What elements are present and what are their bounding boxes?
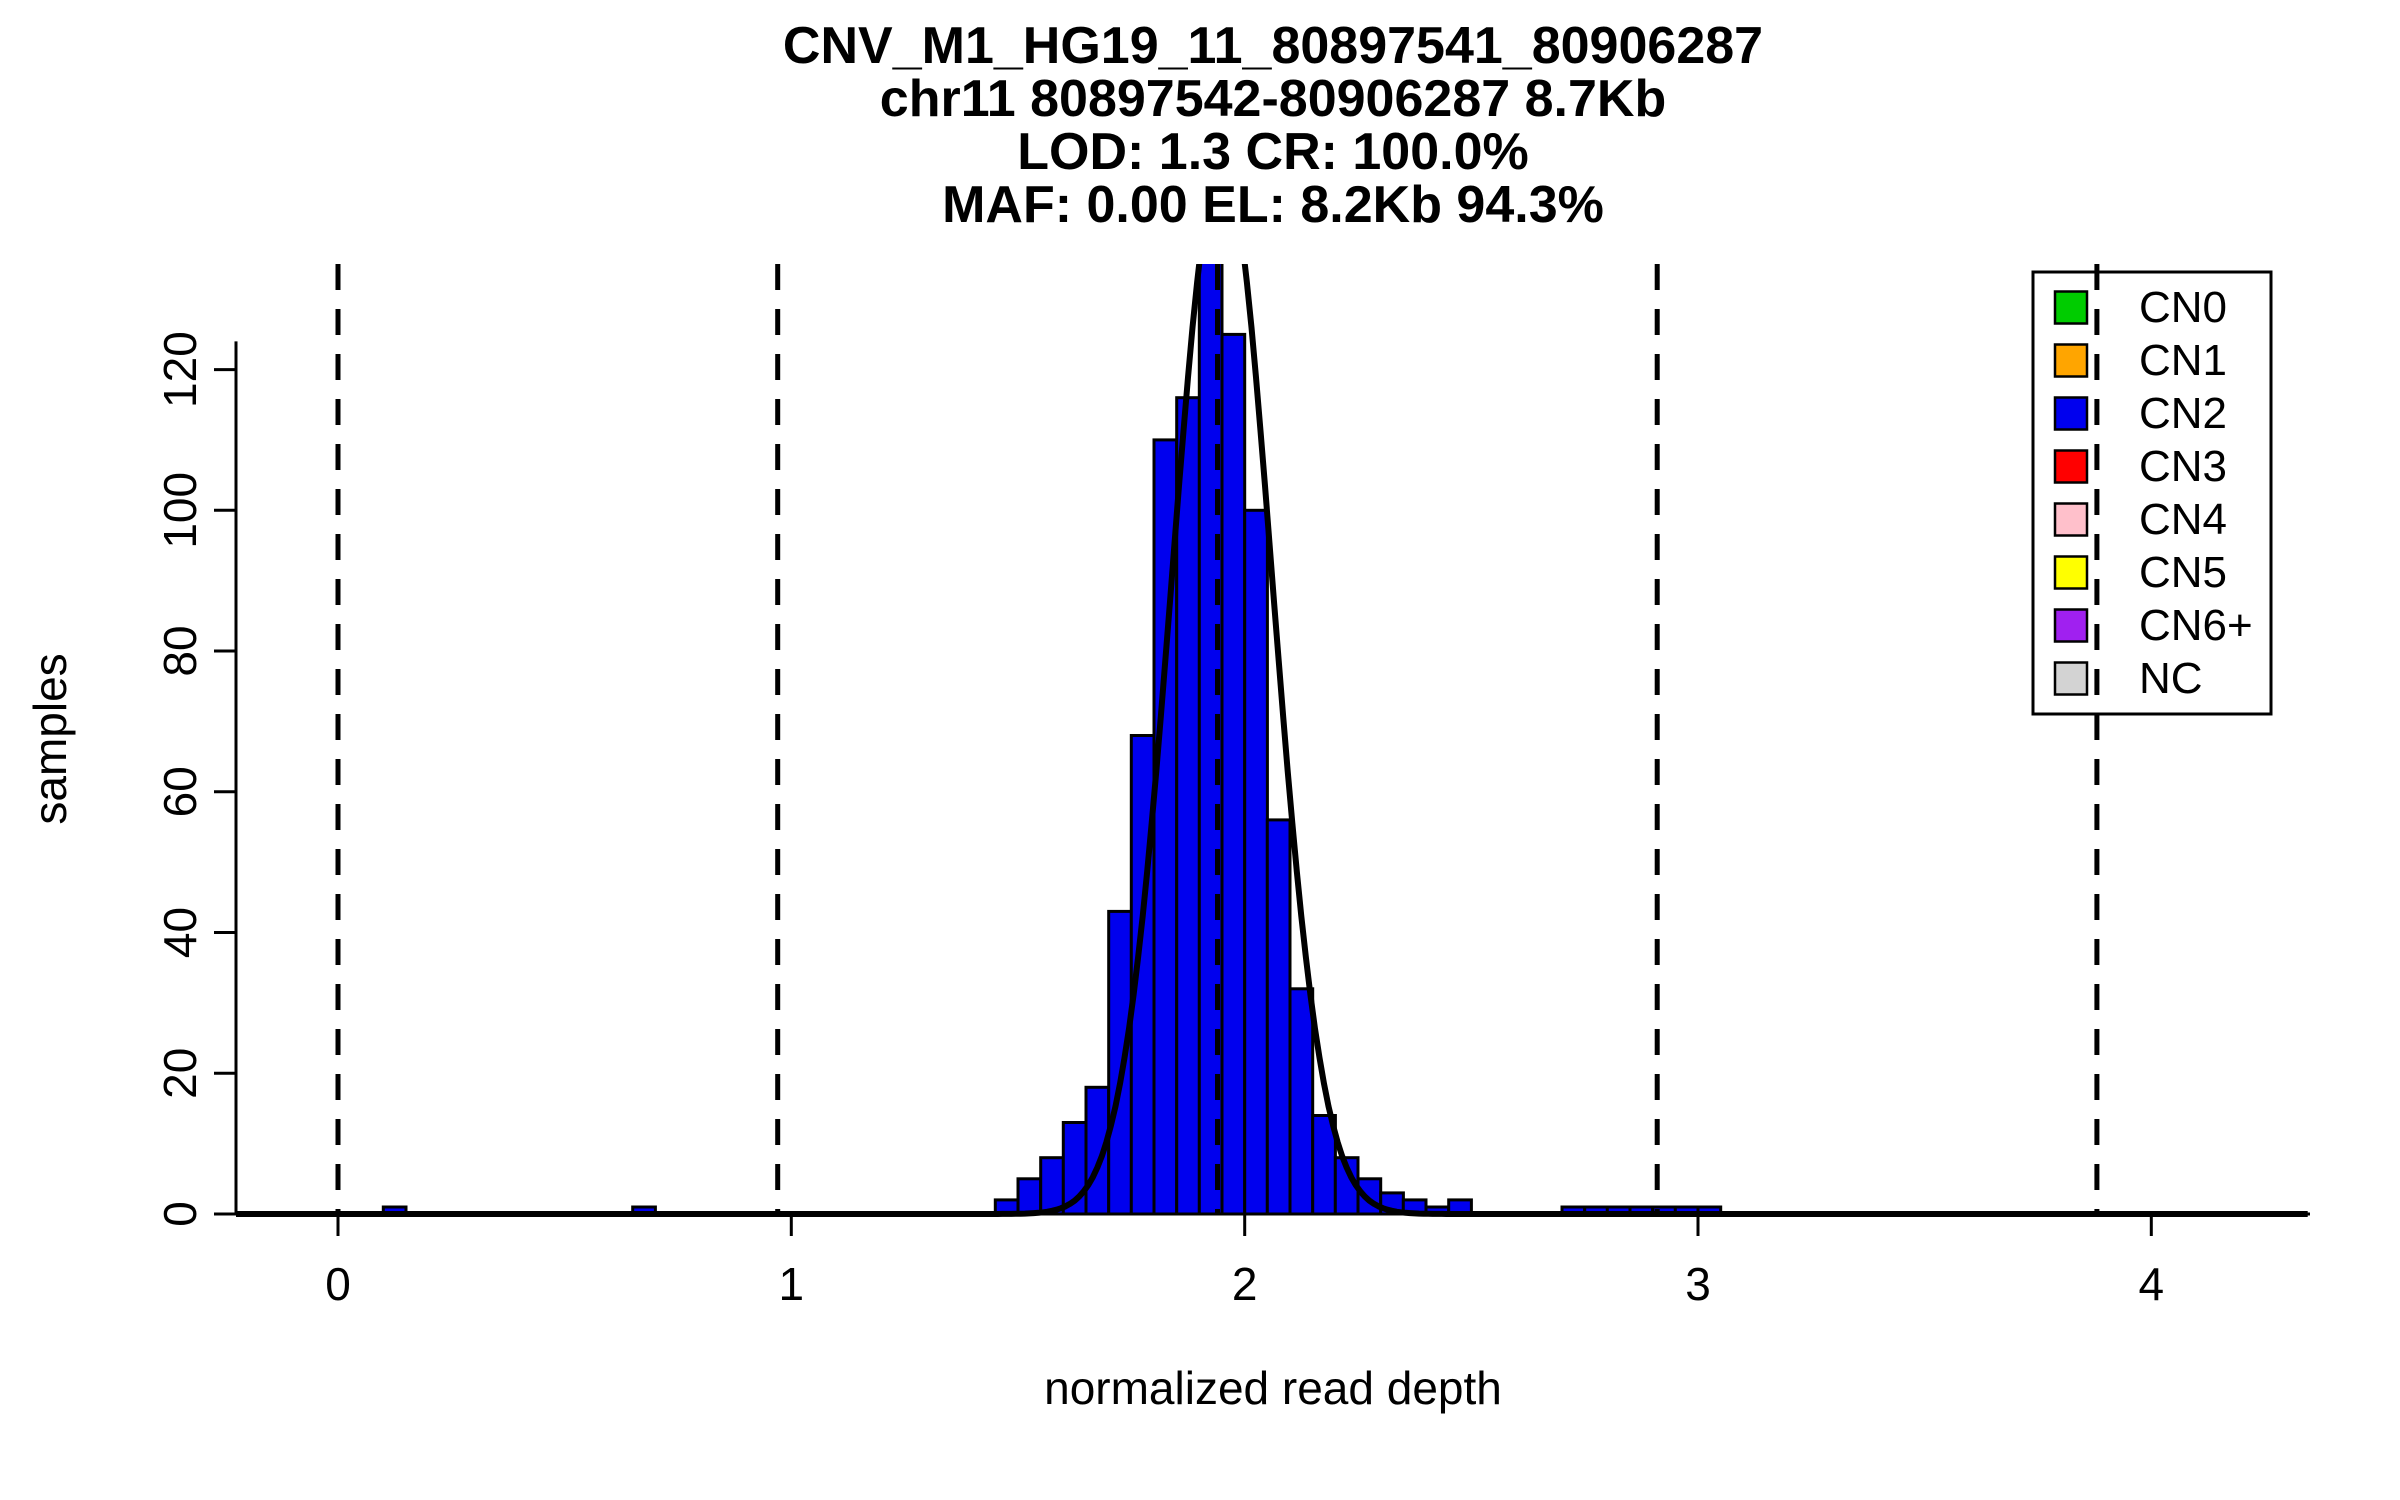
histogram-bar bbox=[1016, 1177, 1043, 1216]
histogram-bar bbox=[1175, 396, 1201, 1216]
legend-label-NC: NC bbox=[2139, 654, 2203, 703]
histogram-bar bbox=[1288, 987, 1315, 1216]
y-tick-label: 20 bbox=[154, 1048, 206, 1099]
legend-label-CN4: CN4 bbox=[2139, 495, 2227, 544]
x-axis-label: normalized read depth bbox=[1044, 1362, 1502, 1414]
legend-swatch-CN1 bbox=[2053, 343, 2089, 378]
x-tick-label: 1 bbox=[779, 1258, 805, 1310]
x-tick-label: 0 bbox=[325, 1258, 351, 1310]
legend-label-CN0: CN0 bbox=[2139, 283, 2227, 332]
y-axis-label: samples bbox=[24, 653, 76, 824]
figure-titles: CNV_M1_HG19_11_80897541_80906287 chr11 8… bbox=[236, 20, 2310, 232]
histogram-bar bbox=[1220, 332, 1247, 1216]
y-tick-label: 60 bbox=[154, 766, 206, 817]
legend-swatch-CN4 bbox=[2053, 502, 2089, 537]
y-tick-label: 120 bbox=[154, 331, 206, 408]
legend-label-CN2: CN2 bbox=[2139, 389, 2227, 438]
y-tick-label: 0 bbox=[154, 1201, 206, 1227]
x-tick-label: 4 bbox=[2139, 1258, 2165, 1310]
histogram-bar bbox=[1243, 508, 1269, 1216]
y-tick-label: 80 bbox=[154, 625, 206, 676]
legend-swatch-CN6+ bbox=[2053, 608, 2089, 643]
x-tick-label: 2 bbox=[1232, 1258, 1258, 1310]
y-tick-label: 40 bbox=[154, 907, 206, 958]
y-tick-label: 100 bbox=[154, 472, 206, 549]
legend-swatch-NC bbox=[2053, 661, 2089, 696]
legend-swatch-CN5 bbox=[2053, 555, 2089, 590]
plot-title-line-4: MAF: 0.00 EL: 8.2Kb 94.3% bbox=[942, 176, 1604, 234]
histogram-bars bbox=[381, 264, 1723, 1216]
legend-swatch-CN0 bbox=[2053, 290, 2089, 325]
legend-box bbox=[2031, 270, 2273, 716]
legend-label-CN6+: CN6+ bbox=[2139, 601, 2253, 650]
histogram-bar bbox=[1265, 818, 1292, 1216]
x-tick-label: 3 bbox=[1685, 1258, 1711, 1310]
plot-title-line-3: LOD: 1.3 CR: 100.0% bbox=[1017, 123, 1529, 181]
histogram-bar bbox=[1107, 909, 1133, 1216]
legend-label-CN5: CN5 bbox=[2139, 548, 2227, 597]
legend-label-CN3: CN3 bbox=[2139, 442, 2227, 491]
plot-title-line-2: chr11 80897542-80906287 8.7Kb bbox=[879, 70, 1667, 128]
legend-swatch-CN3 bbox=[2053, 449, 2089, 484]
plot-title-line-1: CNV_M1_HG19_11_80897541_80906287 bbox=[782, 17, 1764, 75]
legend-label-CN1: CN1 bbox=[2139, 336, 2227, 385]
legend-swatch-CN2 bbox=[2053, 396, 2089, 431]
